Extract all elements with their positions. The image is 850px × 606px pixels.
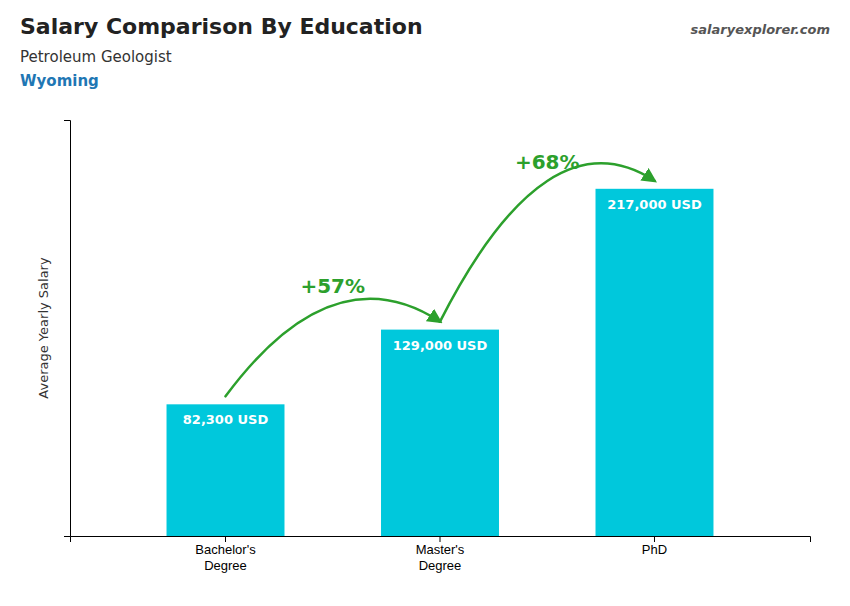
change-arcs: +57% +68%: [226, 150, 655, 396]
x-tick-label: PhD: [642, 542, 667, 557]
marks: [167, 189, 714, 536]
x-tick-label: Master'sDegree: [416, 542, 465, 573]
x-tick-mark: [225, 536, 226, 542]
x-tick-label: Bachelor'sDegree: [195, 542, 256, 573]
y-axis-label: Average Yearly Salary: [36, 257, 51, 399]
y-axis: [64, 121, 71, 537]
x-axis: Bachelor'sDegreeMaster'sDegreePhD: [71, 536, 811, 573]
location-label: Wyoming: [20, 72, 99, 90]
title: Salary Comparison By Education: [20, 14, 423, 39]
change-arc: [440, 163, 654, 321]
x-tick-mark: [654, 536, 655, 542]
x-tick-mark: [440, 536, 441, 542]
watermark: salaryexplorer.com: [691, 22, 830, 37]
x-tick-line: Master's: [416, 542, 465, 557]
bar: [596, 189, 714, 536]
x-tick: PhD: [642, 536, 667, 557]
change-arc: [226, 299, 440, 397]
x-tick: Bachelor'sDegree: [195, 536, 256, 573]
plot-area: Bachelor'sDegreeMaster'sDegreePhD82,300 …: [64, 121, 811, 573]
change-label: +57%: [300, 274, 365, 298]
data-label: 217,000 USD: [607, 197, 702, 212]
bar: [381, 330, 499, 536]
x-tick: Master'sDegree: [416, 536, 465, 573]
x-tick-line: Degree: [204, 558, 247, 573]
change-label: +68%: [515, 150, 580, 174]
x-tick-line: PhD: [642, 542, 667, 557]
data-label: 82,300 USD: [183, 412, 269, 427]
data-label: 129,000 USD: [393, 338, 488, 353]
x-axis-line: [71, 537, 811, 543]
chart-svg: Salary Comparison By Education Petroleum …: [0, 0, 850, 606]
x-tick-line: Bachelor's: [195, 542, 256, 557]
bar: [167, 404, 285, 536]
x-tick-line: Degree: [419, 558, 462, 573]
y-axis-line: [64, 121, 71, 537]
subtitle: Petroleum Geologist: [20, 48, 172, 66]
